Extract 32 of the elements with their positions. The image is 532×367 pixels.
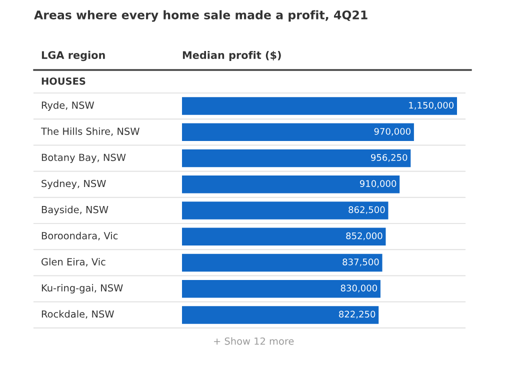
data-label: 1,150,000	[409, 102, 454, 110]
y-tick-label: Ku-ring-gai, NSW	[42, 284, 123, 294]
y-tick-label: Botany Bay, NSW	[42, 154, 126, 163]
bar	[182, 228, 386, 246]
bar	[182, 306, 379, 324]
x-axis-title: Median profit ($)	[182, 50, 281, 62]
bar	[182, 97, 457, 115]
bar	[182, 123, 414, 142]
data-label: 862,500	[348, 206, 385, 214]
bar	[182, 280, 380, 298]
data-label: 910,000	[360, 180, 396, 188]
data-label: 822,250	[339, 310, 376, 318]
bar	[182, 176, 400, 194]
data-label: 837,500	[342, 258, 379, 266]
y-tick-label: Ryde, NSW	[42, 101, 94, 111]
data-label: 970,000	[374, 128, 410, 136]
bar	[182, 202, 388, 220]
data-label: 830,000	[340, 284, 378, 292]
y-tick-label: Bayside, NSW	[42, 206, 108, 216]
y-tick-label: The Hills Shire, NSW	[40, 127, 140, 136]
data-label: 956,250	[371, 154, 408, 162]
y-tick-label: Rockdale, NSW	[42, 310, 114, 319]
text: + Show 12 more	[214, 337, 294, 345]
bar	[182, 254, 382, 272]
bar	[182, 149, 411, 168]
text: HOUSES	[42, 77, 86, 85]
chart-title: Areas where every home sale made a profit, 4Q21	[34, 10, 368, 22]
y-axis-title: LGA region	[42, 50, 105, 62]
data-label: 852,000	[346, 232, 382, 240]
y-tick-label: Boroondara, Vic	[42, 232, 118, 240]
y-tick-label: Sydney, NSW	[42, 180, 106, 190]
y-tick-label: Glen Eira, Vic	[42, 258, 106, 266]
